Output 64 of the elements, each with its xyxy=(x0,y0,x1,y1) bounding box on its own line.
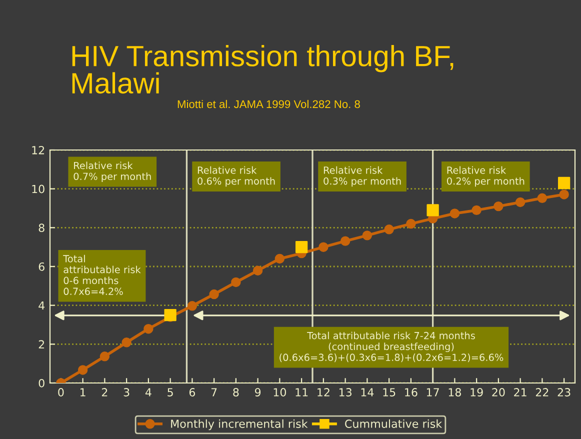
point xyxy=(494,201,504,212)
y-tick-label: 12 xyxy=(32,146,44,154)
point xyxy=(274,254,285,264)
x-tick-label: 13 xyxy=(339,388,352,396)
x-tick-label: 17 xyxy=(426,388,439,396)
point xyxy=(295,241,308,254)
annotation: Total attributable risk 0-6 months 0.7x6=4.2% xyxy=(63,254,141,296)
point xyxy=(122,338,132,348)
x-tick-label: 18 xyxy=(448,388,461,396)
x-tick-label: 5 xyxy=(168,388,173,396)
x-tick-label: 1 xyxy=(80,388,86,396)
point xyxy=(187,301,198,311)
x-tick-label: 20 xyxy=(492,388,505,396)
x-tick-label: 9 xyxy=(254,388,261,396)
chart-subtitle: Miotti et al. JAMA 1999 Vol.282 No. 8 xyxy=(178,100,360,108)
x-tick-label: 3 xyxy=(124,388,130,396)
chart-title: HIV Transmission through BF, Malawi xyxy=(72,45,454,94)
x-tick-label: 7 xyxy=(211,388,217,396)
x-tick-label: 0 xyxy=(58,388,64,396)
x-tick-label: 21 xyxy=(514,388,526,396)
point xyxy=(406,218,416,229)
point xyxy=(384,224,394,234)
point xyxy=(362,230,372,240)
point xyxy=(515,197,526,208)
x-tick-label: 6 xyxy=(189,388,196,396)
point xyxy=(209,289,219,300)
x-tick-label: 11 xyxy=(296,388,308,396)
x-tick-label: 19 xyxy=(470,388,483,396)
y-tick-label: 4 xyxy=(38,301,45,310)
x-tick-label: 16 xyxy=(405,388,418,396)
point xyxy=(231,277,241,288)
y-tick-label: 6 xyxy=(38,262,44,271)
y-tick-label: 8 xyxy=(38,224,44,232)
x-tick-label: 4 xyxy=(145,388,152,396)
x-tick-label: 10 xyxy=(274,388,286,396)
point xyxy=(426,204,439,216)
point xyxy=(558,176,570,190)
x-tick-label: 15 xyxy=(383,388,396,396)
x-tick-label: 22 xyxy=(536,388,548,396)
annotation: Relative risk 0.7% per month xyxy=(74,162,151,182)
legend-label: Monthly incremental risk xyxy=(171,419,308,430)
legend-label: Cummulative risk xyxy=(345,419,442,428)
x-tick-label: 23 xyxy=(558,388,570,396)
y-tick-label: 2 xyxy=(38,340,44,348)
annotation: Relative risk 0.6% per month xyxy=(198,166,275,187)
annotation: Total attributable risk 7-24 months (continued breastfeeding) (0.6x6=3.6)+(0.3x6=1.8)+(0.2x6=1.2)=6.6% xyxy=(280,332,504,362)
annotation: Relative risk 0.2% per month xyxy=(447,166,524,187)
point xyxy=(472,205,482,216)
point xyxy=(100,352,110,362)
point xyxy=(252,266,263,276)
y-tick-label: 0 xyxy=(38,378,44,388)
annotation: Relative risk 0.3% per month xyxy=(324,166,401,187)
point xyxy=(559,190,569,200)
point xyxy=(537,193,548,204)
point xyxy=(340,236,350,246)
x-tick-label: 12 xyxy=(318,388,330,396)
point xyxy=(450,208,460,218)
x-tick-label: 2 xyxy=(102,388,108,396)
x-tick-label: 8 xyxy=(233,388,239,396)
point xyxy=(144,324,154,334)
point xyxy=(318,242,328,252)
point xyxy=(78,365,88,375)
y-tick-label: 10 xyxy=(32,184,44,194)
x-tick-label: 14 xyxy=(361,388,374,396)
